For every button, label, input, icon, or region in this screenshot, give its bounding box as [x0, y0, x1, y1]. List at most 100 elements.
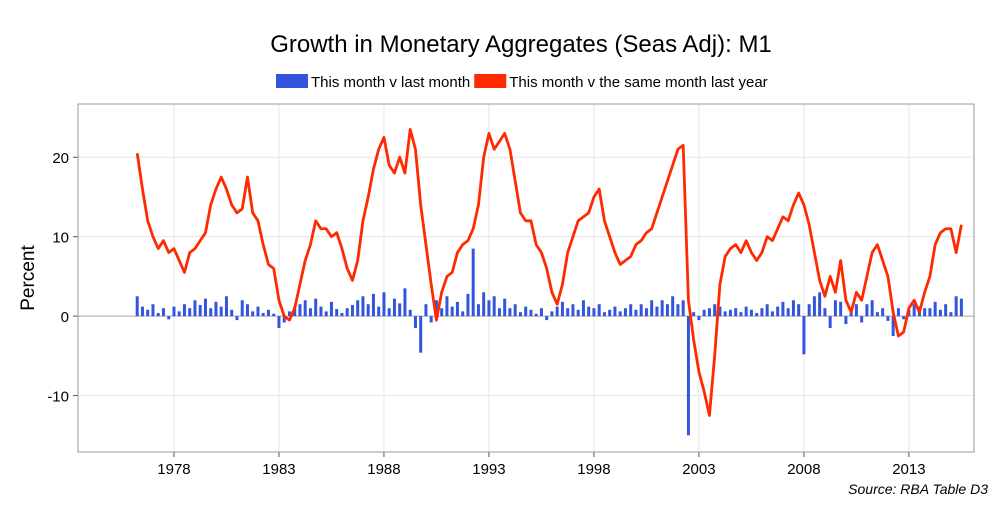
bar [560, 301, 564, 317]
bar [277, 316, 281, 329]
bar [167, 316, 171, 320]
bar [566, 308, 570, 317]
bar [807, 304, 811, 317]
bar [828, 316, 832, 329]
bar [770, 311, 774, 317]
bar [235, 316, 239, 321]
bar [492, 296, 496, 317]
bar [765, 304, 769, 317]
bar [650, 300, 654, 317]
plot-background [78, 104, 974, 452]
bar [135, 296, 139, 317]
bar [182, 304, 186, 317]
bar [350, 305, 354, 317]
bar [198, 305, 202, 317]
bar [933, 301, 937, 317]
bar [634, 309, 638, 317]
bar [450, 306, 454, 317]
bar [224, 296, 228, 317]
bar [476, 304, 480, 317]
bar [891, 316, 895, 336]
bar [261, 312, 265, 317]
bar [282, 316, 286, 323]
bar [760, 308, 764, 317]
bar [303, 300, 307, 317]
bar [886, 316, 890, 321]
bar [702, 309, 706, 317]
bar [529, 309, 533, 317]
x-tick-label: 1993 [472, 461, 505, 478]
bar [408, 309, 412, 317]
bar [613, 306, 617, 317]
bar [576, 309, 580, 317]
bar [802, 316, 806, 355]
bar [849, 312, 853, 317]
bar [629, 304, 633, 317]
bar [571, 304, 575, 317]
bar [534, 313, 538, 317]
bar [377, 306, 381, 317]
bar [177, 311, 181, 317]
bar [319, 306, 323, 317]
bar [618, 311, 622, 317]
legend-swatch [276, 74, 308, 88]
bar [413, 316, 417, 329]
bar [324, 311, 328, 317]
bar [944, 304, 948, 317]
source-note: Source: RBA Table D3 [848, 481, 988, 497]
bar [781, 301, 785, 317]
bar [482, 292, 486, 317]
bar [518, 312, 522, 317]
bar [361, 296, 365, 317]
bar [513, 304, 517, 317]
bar [597, 304, 601, 317]
bar [865, 304, 869, 317]
bar [545, 316, 549, 321]
bar [734, 308, 738, 317]
legend-swatch [474, 74, 507, 88]
chart-title: Growth in Monetary Aggregates (Seas Adj)… [270, 31, 772, 58]
bar [251, 311, 255, 317]
bar [671, 296, 675, 317]
y-tick-label: 10 [52, 230, 69, 247]
bar [870, 300, 874, 317]
bar [791, 300, 795, 317]
bar [697, 316, 701, 321]
bar [214, 301, 218, 317]
bar [854, 304, 858, 317]
y-tick-label: 0 [61, 309, 69, 326]
bar [555, 306, 559, 317]
bar [592, 308, 596, 317]
bar [744, 306, 748, 317]
legend-label: This month v last month [311, 74, 470, 91]
bar [786, 308, 790, 317]
bar [266, 309, 270, 317]
bar [912, 304, 916, 317]
bar [707, 308, 711, 317]
bar [718, 306, 722, 317]
bar [686, 316, 690, 436]
bar [503, 298, 507, 317]
bar [419, 316, 423, 353]
bar [366, 304, 370, 317]
bar [455, 301, 459, 317]
bar [140, 306, 144, 317]
bar [340, 312, 344, 317]
x-tick-label: 2003 [682, 461, 715, 478]
bar [461, 311, 465, 317]
bar [644, 308, 648, 317]
bar [392, 298, 396, 317]
bar [681, 300, 685, 317]
bar [356, 300, 360, 317]
bar [497, 308, 501, 317]
x-tick-label: 1998 [577, 461, 610, 478]
bar [429, 316, 433, 323]
bar [209, 308, 213, 317]
bar [776, 306, 780, 317]
x-tick-label: 2013 [892, 461, 925, 478]
bar [902, 316, 906, 320]
bar [959, 298, 963, 317]
bar [818, 292, 822, 317]
bar [839, 301, 843, 317]
bar [329, 301, 333, 317]
